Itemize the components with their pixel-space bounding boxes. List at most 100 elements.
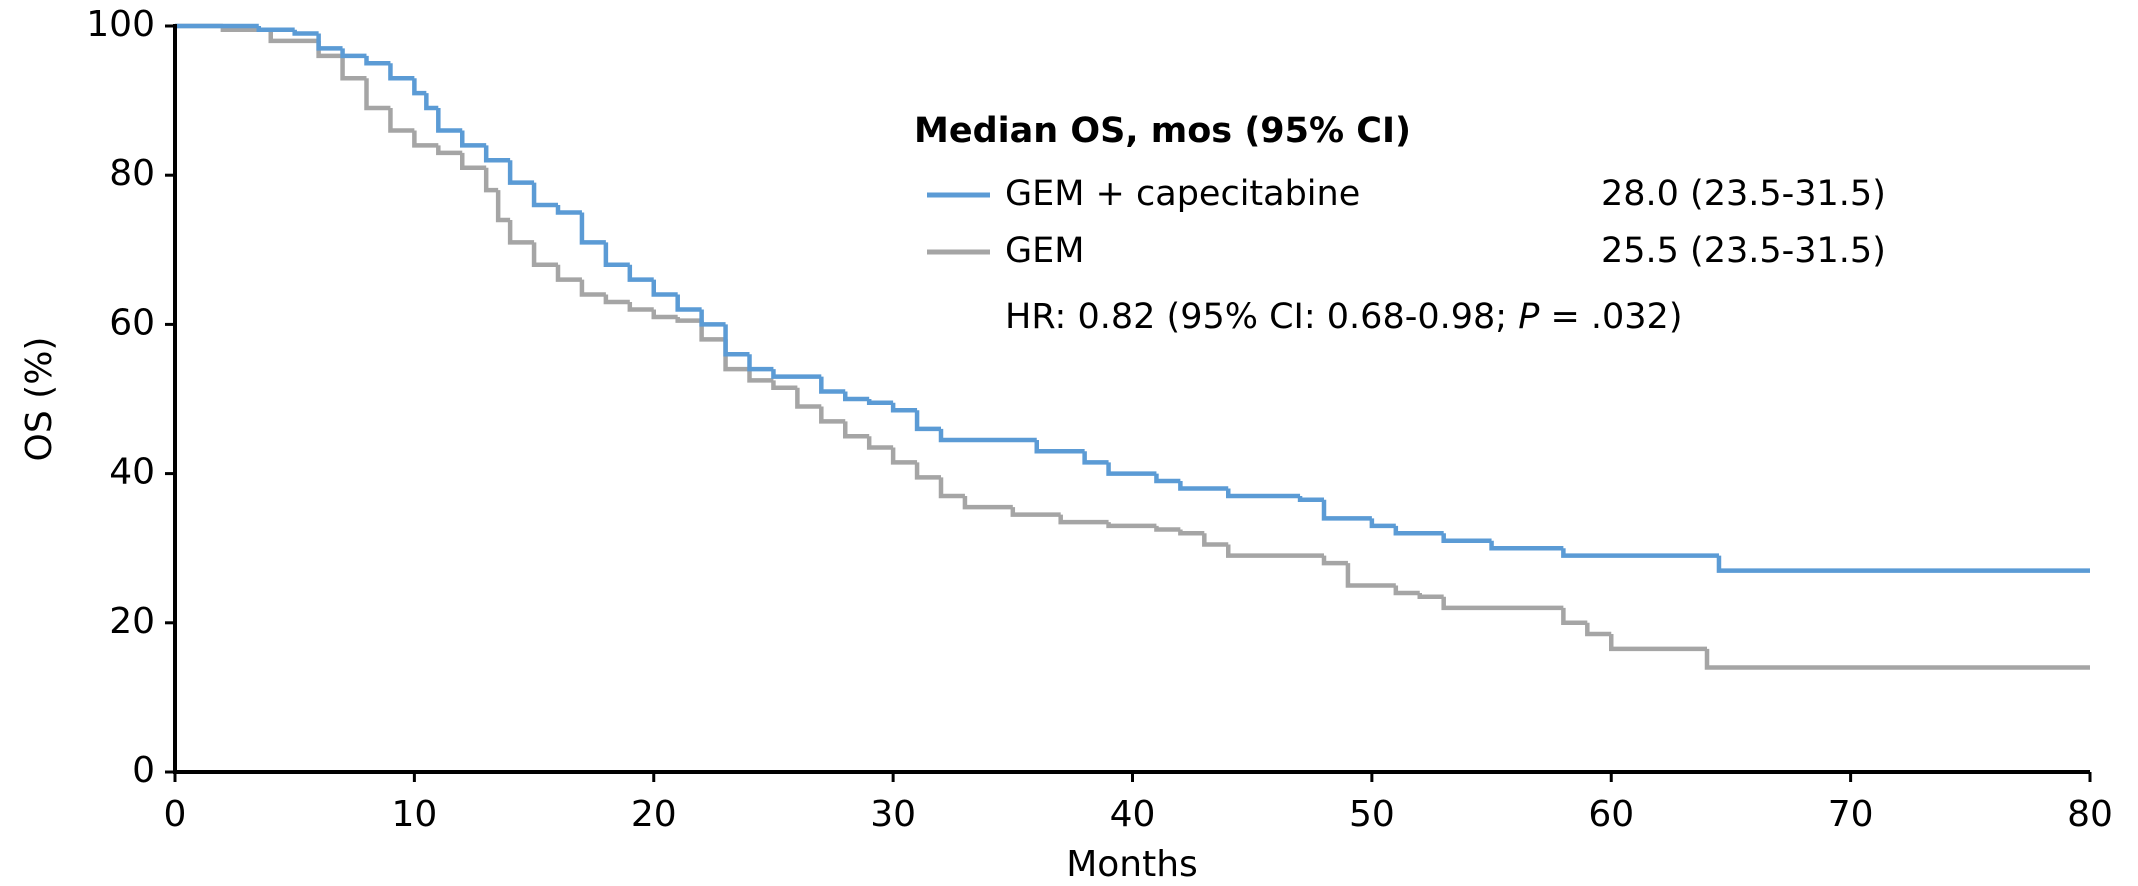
survival-step (938, 428, 1037, 443)
x-tick-label: 60 (1588, 794, 1634, 835)
survival-step (1226, 544, 1324, 558)
survival-step (1321, 555, 1348, 566)
x-tick-label: 40 (1110, 794, 1156, 835)
survival-step (1417, 592, 1444, 599)
survival-step (1585, 622, 1612, 637)
survival-step (1561, 607, 1588, 626)
survival-step (316, 33, 343, 51)
survival-step (256, 26, 295, 32)
survival-step (364, 78, 391, 111)
hazard-ratio: HR: 0.82 (95% CI: 0.68-0.98; P = .032) (1005, 297, 1682, 337)
survival-step (388, 63, 415, 81)
survival-step (1058, 514, 1109, 525)
survival-step (1178, 529, 1205, 536)
survival-step (1154, 473, 1181, 484)
hr-p: P (1518, 297, 1540, 337)
hr-text: HR: 0.82 (95% CI: 0.68-0.98; (1005, 297, 1518, 337)
survival-step (1106, 522, 1157, 529)
survival-step (1716, 555, 2090, 573)
survival-step (962, 495, 1013, 510)
legend-median: 25.5 (23.5-31.5) (1601, 231, 1886, 271)
survival-step (495, 190, 511, 223)
survival-step (747, 354, 774, 372)
survival-step (1106, 462, 1157, 476)
survival-step (723, 324, 750, 357)
survival-step (555, 205, 582, 215)
survival-step (507, 219, 535, 245)
x-tick-label: 80 (2067, 794, 2113, 835)
survival-step (890, 447, 918, 465)
survival-step (483, 145, 511, 163)
x-tick-label: 70 (1828, 794, 1874, 835)
y-axis-label: OS (%) (19, 337, 60, 462)
y-tick-label: 100 (86, 4, 155, 45)
y-tick-label: 0 (132, 750, 155, 791)
survival-step (603, 242, 630, 267)
survival-step (843, 391, 870, 402)
survival-step (914, 462, 941, 480)
survival-step (1441, 533, 1492, 543)
y-tick-label: 20 (109, 601, 155, 642)
survival-step (1226, 488, 1301, 499)
survival-step (1561, 548, 1719, 558)
survival-step (627, 264, 654, 282)
survival-step (1321, 499, 1372, 521)
survival-step (1345, 563, 1396, 588)
survival-step (699, 320, 726, 342)
survival-step (1369, 518, 1396, 529)
survival-step (579, 212, 606, 245)
survival-step (424, 93, 439, 111)
legend-label: GEM + capecitabine (1005, 174, 1360, 214)
survival-step (579, 279, 606, 297)
survival-step (1393, 525, 1444, 536)
survival-step (1082, 451, 1109, 465)
survival-step (675, 294, 702, 312)
survival-step (436, 145, 463, 156)
survival-step (675, 316, 702, 323)
survival-step (938, 477, 965, 499)
legend-title: Median OS, mos (95% CI) (914, 111, 1411, 151)
x-tick-label: 0 (164, 794, 187, 835)
survival-step (412, 78, 427, 96)
survival-step (340, 55, 367, 81)
hr-text: = .032) (1539, 297, 1682, 337)
survival-step (914, 410, 941, 432)
survival-step (1010, 507, 1061, 517)
survival-step (866, 399, 894, 405)
survival-step (1297, 495, 1324, 502)
survival-step (388, 108, 415, 133)
y-tick-label: 40 (109, 452, 155, 493)
survival-step (627, 302, 654, 312)
y-tick-label: 80 (109, 153, 155, 194)
survival-step (1202, 533, 1229, 547)
survival-step (460, 130, 487, 148)
survival-step (603, 294, 630, 305)
survival-step (819, 406, 846, 424)
survival-step (1034, 440, 1085, 454)
survival-step (771, 369, 822, 379)
survival-step (771, 380, 798, 391)
survival-step (340, 48, 367, 59)
survival-step (819, 376, 846, 394)
survival-step (1489, 540, 1564, 551)
survival-step (412, 130, 439, 148)
survival-step (531, 182, 558, 208)
x-tick-label: 10 (391, 794, 437, 835)
survival-step (507, 160, 535, 185)
survival-step (483, 167, 499, 193)
survival-step (890, 402, 918, 413)
survival-step (1704, 648, 2090, 670)
survival-step (866, 436, 894, 450)
survival-step (1609, 633, 1707, 652)
survival-step (292, 29, 319, 36)
x-tick-label: 30 (870, 794, 916, 835)
survival-step (1154, 525, 1181, 532)
x-tick-label: 20 (631, 794, 677, 835)
y-tick-label: 60 (109, 302, 155, 343)
legend-label: GEM (1005, 231, 1084, 271)
x-axis-label: Months (1066, 844, 1198, 885)
survival-step (555, 264, 582, 282)
survival-step (651, 279, 678, 297)
legend-median: 28.0 (23.5-31.5) (1601, 174, 1886, 214)
survival-step (364, 55, 391, 66)
